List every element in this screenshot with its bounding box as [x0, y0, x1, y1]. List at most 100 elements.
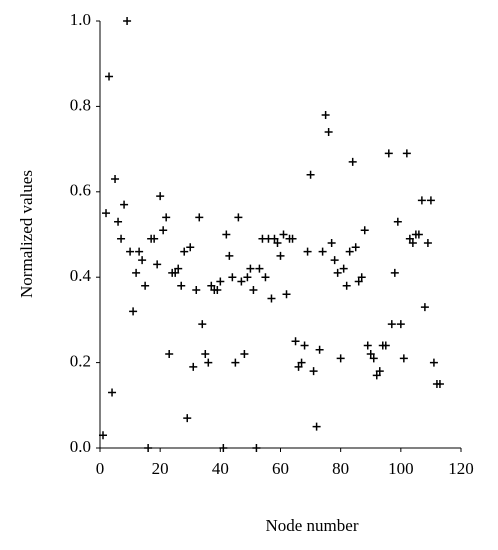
data-point: [243, 273, 252, 282]
data-point: [351, 243, 360, 252]
data-point: [105, 72, 114, 81]
data-point: [393, 217, 402, 226]
data-point: [282, 290, 291, 299]
data-point: [342, 281, 351, 290]
data-point: [348, 157, 357, 166]
data-point: [117, 234, 126, 243]
data-point: [99, 431, 108, 440]
data-point: [345, 247, 354, 256]
data-point: [129, 307, 138, 316]
data-point: [138, 256, 147, 265]
y-tick-label: 0.2: [70, 352, 91, 371]
data-point: [216, 277, 225, 286]
data-point: [213, 286, 222, 295]
x-tick-label: 120: [448, 459, 474, 478]
data-point: [327, 239, 336, 248]
data-point: [276, 251, 285, 260]
data-point: [309, 367, 318, 376]
data-point: [180, 247, 189, 256]
data-point: [360, 226, 369, 235]
data-point: [417, 196, 426, 205]
y-tick-label: 0.0: [70, 437, 91, 456]
x-tick-label: 40: [212, 459, 229, 478]
data-point: [381, 341, 390, 350]
data-point: [435, 379, 444, 388]
data-point: [321, 110, 330, 119]
data-point: [141, 281, 150, 290]
data-point: [297, 358, 306, 367]
x-tick-label: 80: [332, 459, 349, 478]
data-point: [162, 213, 171, 222]
y-tick-label: 1.0: [70, 10, 91, 29]
data-point: [396, 320, 405, 329]
data-point: [165, 350, 174, 359]
data-point: [246, 264, 255, 273]
data-point: [339, 264, 348, 273]
data-point: [420, 303, 429, 312]
data-point: [267, 294, 276, 303]
data-point: [201, 350, 210, 359]
data-point: [408, 239, 417, 248]
data-point: [252, 444, 261, 452]
data-point: [108, 388, 117, 397]
x-tick-label: 60: [272, 459, 289, 478]
data-point: [192, 286, 201, 295]
data-point: [156, 192, 165, 201]
y-tick-label: 0.6: [70, 181, 91, 200]
data-point: [153, 260, 162, 269]
data-point: [102, 209, 111, 218]
data-point: [318, 247, 327, 256]
data-point: [144, 444, 153, 452]
data-point: [399, 354, 408, 363]
data-point: [414, 230, 423, 239]
data-point: [363, 341, 372, 350]
data-point: [273, 239, 282, 248]
data-point: [354, 277, 363, 286]
data-point: [225, 251, 234, 260]
x-tick-label: 100: [388, 459, 414, 478]
data-point: [270, 234, 279, 243]
data-point: [312, 422, 321, 431]
data-point: [195, 213, 204, 222]
data-point: [330, 256, 339, 265]
data-point: [261, 273, 270, 282]
data-point: [249, 286, 258, 295]
data-point: [177, 281, 186, 290]
data-point: [387, 320, 396, 329]
data-point: [123, 17, 132, 25]
data-point: [315, 345, 324, 354]
data-point: [111, 174, 120, 183]
data-point: [357, 273, 366, 282]
data-point: [405, 234, 414, 243]
y-axis-title: Normalized values: [17, 170, 36, 298]
data-point: [135, 247, 144, 256]
data-point: [189, 362, 198, 371]
data-point: [255, 264, 264, 273]
data-point: [303, 247, 312, 256]
data-point: [120, 200, 129, 209]
x-axis-title: Node number: [265, 516, 358, 535]
y-tick-label: 0.4: [70, 266, 92, 285]
data-point: [174, 264, 183, 273]
data-point: [114, 217, 123, 226]
data-point: [171, 268, 180, 277]
data-point: [198, 320, 207, 329]
data-point: [333, 268, 342, 277]
data-point: [207, 281, 216, 290]
data-point: [132, 268, 141, 277]
data-point: [183, 414, 192, 423]
data-point: [429, 358, 438, 367]
data-point: [204, 358, 213, 367]
x-tick-label: 0: [96, 459, 105, 478]
data-point: [234, 213, 243, 222]
data-point: [291, 337, 300, 346]
data-point: [384, 149, 393, 158]
data-point: [228, 273, 237, 282]
data-point: [294, 362, 303, 371]
data-point: [336, 354, 345, 363]
data-point: [219, 444, 228, 452]
data-point: [390, 268, 399, 277]
data-point: [222, 230, 231, 239]
data-point: [324, 128, 333, 137]
